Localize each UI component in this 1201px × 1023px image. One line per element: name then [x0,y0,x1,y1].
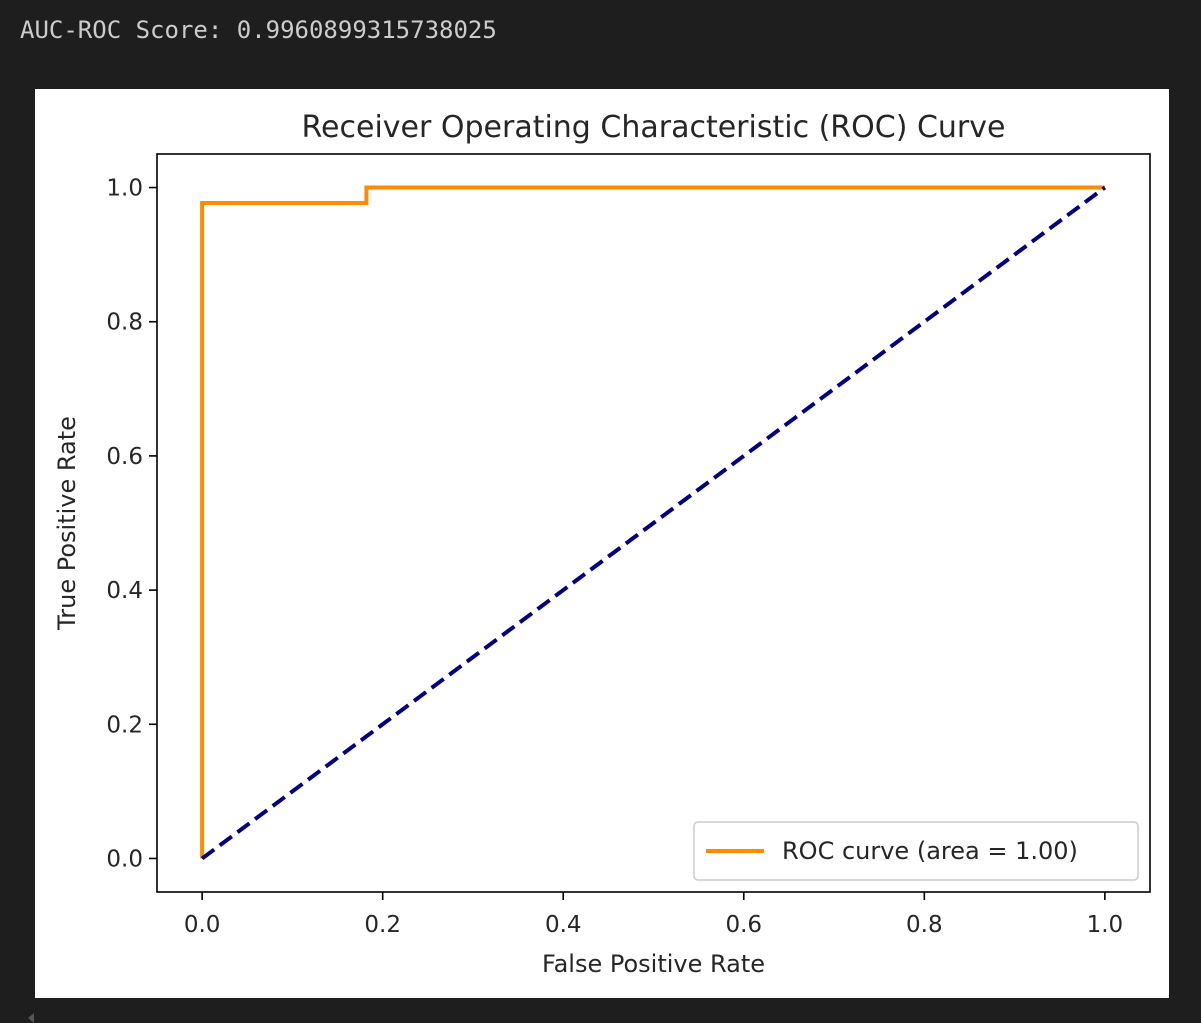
chart-figure: Receiver Operating Characteristic (ROC) … [35,89,1169,998]
chart-title: Receiver Operating Characteristic (ROC) … [302,110,1006,145]
legend-label: ROC curve (area = 1.00) [782,837,1078,865]
x-tick-label: 0.0 [184,912,221,938]
y-tick-label: 1.0 [106,176,143,202]
x-tick-label: 1.0 [1087,912,1124,938]
x-tick-label: 0.4 [545,912,582,938]
x-tick-label: 0.2 [364,912,401,938]
y-tick-label: 0.6 [106,444,143,470]
y-tick-label: 0.8 [106,310,143,336]
roc-curve-line [200,185,1105,859]
plot-area: 0.0 0.2 0.4 0.6 0.8 1.0 0.0 0.2 0.4 0.6 0.8 1.0 ROC … [106,153,1151,938]
y-tick-label: 0.0 [106,846,143,872]
scroll-left-arrow-icon[interactable] [28,1013,34,1023]
output-text: AUC-ROC Score: 0.9960899315738025 [20,16,497,44]
x-tick-label: 0.8 [906,912,943,938]
legend-box [693,821,1139,881]
y-tick-label: 0.4 [106,578,143,604]
legend: ROC curve (area = 1.00) [693,821,1139,881]
x-tick-label: 0.6 [725,912,762,938]
plot-frame [156,153,1151,893]
chance-diagonal-line [200,185,1107,861]
y-tick-label: 0.2 [106,712,143,738]
y-axis-title: True Positive Rate [53,416,81,631]
roc-chart: Receiver Operating Characteristic (ROC) … [53,110,1151,978]
x-axis-title: False Positive Rate [542,950,765,978]
